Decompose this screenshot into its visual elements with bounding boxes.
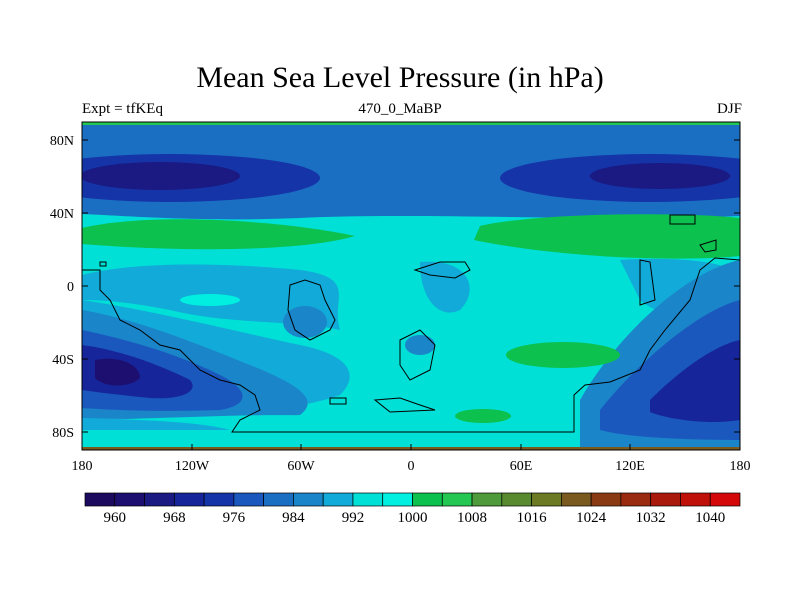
lon-label-0: 0 — [408, 459, 415, 474]
lon-label-120w: 120W — [175, 459, 210, 474]
colorbar-label: 960 — [104, 510, 127, 526]
season-label: DJF — [716, 101, 742, 117]
colorbar-swatch — [531, 492, 562, 507]
lon-label-60w: 60W — [287, 459, 315, 474]
colorbar-label: 1016 — [517, 510, 548, 526]
colorbar-swatch — [144, 492, 175, 507]
lon-label-180e: 180 — [730, 459, 751, 474]
colorbar-labels: 960 968 976 984 992 1000 1008 1016 1024 1032 1040 — [104, 510, 726, 526]
colorbar-swatch — [233, 492, 264, 507]
longitude-tick-marks — [81, 444, 741, 450]
colorbar-label: 1000 — [398, 510, 428, 526]
colorbar-label: 1008 — [457, 510, 487, 526]
colorbar-swatch — [650, 492, 681, 507]
lon-label-60e: 60E — [510, 459, 533, 474]
lat-label-40s: 40S — [52, 353, 74, 368]
colorbar — [84, 492, 741, 507]
lat-label-80n: 80N — [50, 134, 74, 149]
colorbar-swatch — [680, 492, 711, 507]
colorbar-swatch — [561, 492, 592, 507]
colorbar-swatch — [620, 492, 652, 507]
lat-label-40n: 40N — [50, 207, 74, 222]
colorbar-label: 1040 — [695, 510, 725, 526]
colorbar-swatch — [590, 492, 622, 507]
colorbar-swatch — [114, 492, 145, 507]
lat-label-0: 0 — [67, 280, 74, 295]
lon-label-120e: 120E — [615, 459, 645, 474]
colorbar-label: 984 — [282, 510, 305, 526]
colorbar-swatch — [203, 492, 235, 507]
colorbar-swatch — [293, 492, 324, 507]
latitude-tick-marks — [82, 139, 740, 433]
lat-label-80s: 80S — [52, 426, 74, 441]
colorbar-swatch — [263, 492, 294, 507]
colorbar-swatch — [84, 492, 116, 507]
colorbar-swatch — [382, 492, 413, 507]
colorbar-swatch — [352, 492, 384, 507]
time-period-label: 470_0_MaBP — [358, 101, 442, 117]
colorbar-swatch — [709, 492, 741, 507]
coastline-outline — [82, 214, 740, 433]
colorbar-label: 992 — [342, 510, 365, 526]
colorbar-swatch — [501, 492, 532, 507]
map-title: Mean Sea Level Pressure (in hPa) — [196, 61, 604, 94]
colorbar-swatch — [471, 492, 503, 507]
colorbar-label: 1032 — [636, 510, 666, 526]
colorbar-swatch — [322, 492, 354, 507]
pressure-contour-fill — [82, 122, 740, 450]
lon-label-180w: 180 — [72, 459, 93, 474]
experiment-label: Expt = tfKEq — [82, 101, 163, 117]
colorbar-swatch — [412, 492, 443, 507]
colorbar-swatch — [173, 492, 205, 507]
colorbar-label: 1024 — [576, 510, 607, 526]
colorbar-swatch — [441, 492, 473, 507]
colorbar-label: 968 — [163, 510, 186, 526]
colorbar-label: 976 — [223, 510, 246, 526]
